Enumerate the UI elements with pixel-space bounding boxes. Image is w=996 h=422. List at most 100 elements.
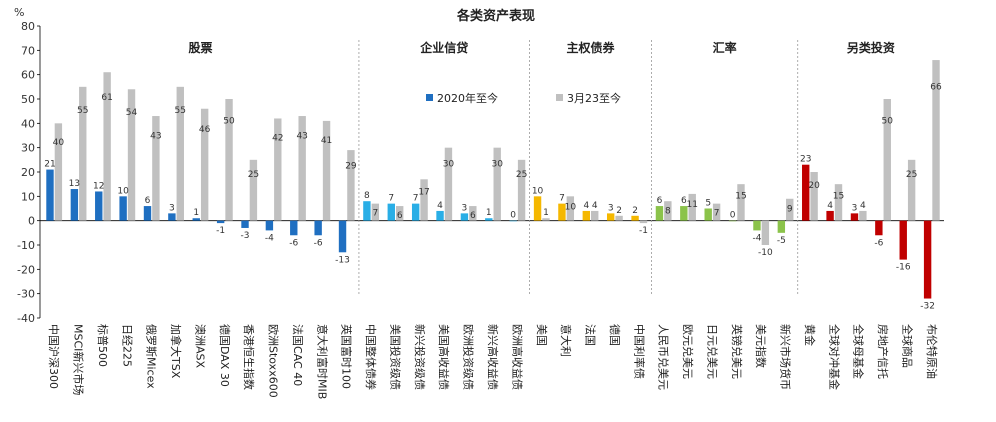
category-label: 法国CAC 40 [291, 324, 305, 386]
data-label-mar23: 43 [150, 132, 161, 142]
category-label: 中国整体债券 [364, 324, 378, 390]
data-label-2020: -1 [216, 226, 225, 236]
category-label: 全球母基金 [852, 324, 866, 379]
bar-mar23 [103, 72, 111, 221]
category-label: 日经225 [120, 324, 133, 367]
bar-2020 [533, 196, 542, 221]
data-label-mar23: 30 [443, 159, 455, 169]
bar-2020 [899, 220, 907, 260]
category-label: 新兴高收益债 [486, 324, 500, 390]
chart-title: 各类资产表现 [456, 8, 535, 24]
bar-mar23 [444, 147, 453, 221]
bar-mar23 [152, 116, 160, 221]
bar-2020 [923, 220, 932, 299]
category-label: 新兴市场货币 [779, 324, 793, 390]
bar-2020 [558, 203, 566, 221]
bar-mar23 [810, 172, 818, 221]
data-label-mar23: 15 [833, 192, 844, 202]
data-label-mar23: 9 [787, 204, 793, 214]
category-label: 法国 [584, 324, 598, 346]
category-label: MSCI新兴市场 [72, 324, 86, 395]
y-tick-label: 70 [21, 44, 35, 57]
y-tick-label: 20 [21, 166, 35, 179]
bar-2020 [411, 203, 420, 221]
category-label: 欧洲投资级债 [462, 324, 476, 390]
data-labels: 2140135512611054643355146-150-325-442-64… [44, 82, 942, 311]
data-label-2020: 6 [657, 196, 663, 206]
bar-2020 [631, 215, 639, 221]
data-label-mar23: 66 [930, 82, 942, 92]
category-label: 香港恒生指数 [242, 324, 256, 390]
category-label: 德国DAX 30 [218, 324, 232, 387]
legend: 2020年至今 3月23至今 [426, 91, 621, 105]
bar-2020 [265, 220, 274, 231]
data-label-mar23: 2 [616, 206, 622, 216]
y-tick-label: 40 [21, 117, 35, 130]
data-label-2020: -6 [874, 238, 883, 248]
data-label-mar23: 55 [175, 106, 186, 116]
data-label-mar23: 11 [687, 200, 698, 210]
data-label-mar23: 30 [491, 159, 503, 169]
bar-2020 [338, 220, 347, 253]
data-label-2020: -3 [241, 231, 250, 241]
bar-mar23 [712, 203, 721, 221]
data-label-2020: 6 [145, 196, 151, 206]
group-label: 汇率 [713, 40, 737, 55]
category-label: 黄金 [803, 324, 817, 346]
data-label-mar23: 42 [272, 134, 283, 144]
data-label-2020: 3 [852, 203, 858, 213]
group-labels: 股票 企业信贷 主权债券 汇率 另类投资 [188, 40, 894, 55]
bar-2020 [46, 169, 54, 221]
data-label-mar23: 61 [101, 93, 112, 103]
data-label-mar23: 4 [860, 201, 866, 211]
bar-2020 [802, 164, 810, 221]
bar-2020 [387, 203, 395, 221]
bar-mar23 [688, 193, 696, 221]
bar-mar23 [274, 118, 282, 221]
data-label-mar23: 7 [372, 209, 378, 219]
bar-2020 [777, 220, 786, 233]
group-label: 企业信贷 [419, 40, 468, 55]
category-label: 日元兑美元 [705, 324, 719, 379]
category-label: 房地产信托 [876, 324, 890, 379]
data-label-mar23: 40 [53, 138, 65, 148]
y-tick-label: -10 [17, 239, 35, 252]
group-label: 另类投资 [847, 40, 895, 55]
bar-2020 [70, 189, 79, 221]
category-label: 美元指数 [754, 324, 768, 368]
y-tick-label: -30 [17, 288, 35, 301]
data-label-mar23: 25 [516, 170, 527, 180]
legend-label-mar23: 3月23至今 [567, 91, 621, 105]
bar-2020 [460, 213, 469, 221]
category-label: 新兴投资级债 [413, 324, 427, 390]
data-label-2020: 5 [705, 199, 711, 209]
bar-mar23 [761, 220, 770, 245]
data-label-2020: 0 [510, 211, 516, 221]
data-label-mar23: 6 [397, 211, 403, 221]
category-label: 意大利 [559, 324, 573, 357]
bar-mar23 [420, 179, 428, 221]
data-label-mar23: 46 [199, 125, 211, 135]
data-label-mar23: 4 [592, 201, 598, 211]
bar-2020 [680, 206, 688, 221]
bars [46, 60, 940, 299]
bar-mar23 [591, 210, 599, 221]
y-tick-label: -20 [17, 263, 35, 276]
y-tick-label: 50 [21, 93, 35, 106]
data-label-2020: 13 [69, 179, 80, 189]
bar-2020 [363, 201, 371, 221]
bar-mar23 [347, 150, 355, 221]
bar-mar23 [493, 147, 501, 221]
bar-2020 [850, 213, 859, 221]
data-label-mar23: 55 [77, 106, 88, 116]
bar-2020 [95, 191, 103, 221]
y-tick-label: -40 [17, 312, 35, 325]
data-label-2020: 21 [44, 160, 55, 170]
y-tick-label: 10 [21, 190, 35, 203]
bar-mar23 [883, 99, 891, 221]
bar-2020 [826, 210, 834, 221]
bar-2020 [192, 218, 200, 221]
data-label-2020: 10 [117, 186, 129, 196]
bar-2020 [119, 196, 127, 221]
